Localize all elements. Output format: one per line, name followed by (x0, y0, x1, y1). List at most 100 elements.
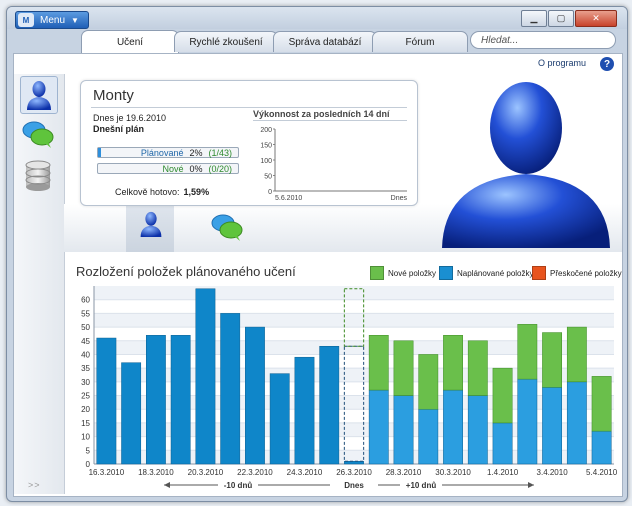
tab-uceni[interactable]: Učení (81, 30, 179, 53)
new-percent: 0% (189, 163, 203, 174)
bar-planned (170, 335, 191, 465)
tab-rychle-zkouseni[interactable]: Rychlé zkoušení (174, 31, 278, 52)
legend-swatch (532, 266, 546, 280)
bar-planned (418, 408, 439, 465)
menu-button[interactable]: M Menu ▼ (15, 11, 89, 29)
chat-bubbles-icon (22, 121, 54, 148)
bar-today-new-outline (343, 288, 365, 347)
total-done-value: 1,59% (183, 187, 210, 197)
main-content: O programu ? (13, 53, 623, 497)
bar-planned (96, 337, 117, 465)
label-backdrop (400, 478, 442, 490)
bar-new (591, 376, 612, 432)
today-plan-label: Dnešní plán (93, 124, 145, 134)
perf-x-start: 5.6.2010 (275, 195, 302, 201)
database-icon (25, 160, 51, 191)
legend-new: Nové položky (370, 266, 436, 280)
bar-new (368, 335, 389, 391)
y-tick-label: 60 (81, 296, 90, 305)
bar-planned (344, 461, 364, 465)
x-tick-label: 26.3.2010 (336, 468, 372, 477)
perf-y-tick: 0 (268, 189, 272, 196)
bar-new (492, 367, 513, 424)
y-tick-label: 30 (81, 378, 90, 387)
perf-x-end: Dnes (391, 195, 408, 201)
future-period-label: +10 dnů (406, 481, 437, 490)
bar-new (517, 324, 538, 380)
bar-new (542, 332, 563, 388)
sidebar-expand-icon[interactable]: >> (28, 480, 41, 490)
new-progress-bar: Nové 0% (0/20) (97, 163, 239, 174)
bar-planned (492, 422, 513, 465)
chat-bubbles-icon (211, 214, 243, 241)
planned-count: (1/43) (208, 147, 232, 158)
bar-new (443, 335, 463, 391)
bar-new (418, 354, 439, 410)
legend-swatch (370, 266, 384, 280)
divider (253, 120, 407, 121)
performance-chart: 200 150 100 50 05.6.2010 Dnes (260, 127, 408, 201)
about-link[interactable]: O programu (537, 58, 586, 68)
close-button[interactable]: ✕ (575, 10, 617, 27)
chevron-down-icon: ▼ (71, 15, 79, 25)
profile-view-button[interactable] (138, 208, 164, 243)
bar-planned (393, 395, 414, 465)
y-tick-label: 55 (81, 309, 90, 318)
bar-planned (121, 362, 142, 465)
help-icon[interactable]: ? (600, 57, 614, 71)
x-tick-label: 30.3.2010 (435, 468, 471, 477)
planned-percent: 2% (189, 147, 203, 158)
bar-planned (269, 373, 290, 465)
app-window: M Menu ▼ ▁ ▢ ✕ Učení Rychlé zkoušení Spr… (6, 6, 628, 502)
label-backdrop (218, 478, 258, 490)
bar-planned (467, 395, 488, 465)
search-input[interactable]: Hledat... (470, 31, 616, 49)
bar-planned (294, 356, 315, 465)
sidebar-item-forum[interactable] (20, 116, 56, 152)
profile-card: Monty Dnes je 19.6.2010 Dnešní plán Plán… (80, 80, 418, 206)
legend-label: Naplánované položky (457, 268, 534, 278)
bar-planned (245, 326, 265, 465)
sidebar-item-profile[interactable] (20, 76, 58, 114)
performance-title: Výkonnost za posledních 14 dní (253, 109, 390, 119)
bar-new (467, 340, 488, 396)
total-done-label: Celkově hotovo: (115, 187, 180, 197)
legend-swatch (439, 266, 453, 280)
tab-bar: Učení Rychlé zkoušení Správa databází Fó… (7, 29, 627, 53)
today-label: Dnes (344, 481, 364, 490)
y-tick-label: 25 (81, 392, 90, 401)
sidebar-item-databases[interactable] (20, 158, 56, 194)
bar-planned (220, 313, 241, 465)
chart-title: Rozložení položek plánovaného učení (76, 264, 296, 279)
legend-planned: Naplánované položky (439, 266, 534, 280)
x-tick-label: 3.4.2010 (537, 468, 569, 477)
x-tick-label: 18.3.2010 (138, 468, 174, 477)
bar-today-planned-outline (343, 345, 365, 462)
bar-planned (368, 389, 389, 465)
menu-label: Menu (40, 14, 66, 26)
forum-view-button[interactable] (210, 212, 244, 245)
minimize-button[interactable]: ▁ (521, 10, 547, 27)
y-tick-label: 15 (81, 419, 90, 428)
legend-label: Přeskočené položky (550, 268, 622, 278)
x-tick-label: 24.3.2010 (287, 468, 323, 477)
x-tick-label: 5.4.2010 (586, 468, 618, 477)
user-icon (140, 211, 162, 237)
bar-planned (566, 381, 587, 465)
legend-skipped: Přeskočené položky (532, 266, 622, 280)
maximize-button[interactable]: ▢ (548, 10, 574, 27)
tab-sprava-databazi[interactable]: Správa databází (273, 31, 377, 52)
tab-forum[interactable]: Fórum (372, 31, 468, 52)
y-tick-label: 0 (86, 460, 91, 469)
y-tick-label: 45 (81, 337, 90, 346)
planned-progress-bar: Plánované 2% (1/43) (97, 147, 239, 158)
arrow-left-icon (164, 482, 170, 488)
y-tick-label: 5 (86, 446, 91, 455)
bar-planned (591, 430, 612, 465)
grid-band (94, 286, 614, 300)
perf-y-tick: 150 (260, 143, 272, 150)
planned-progress-fill (98, 148, 101, 157)
bar-planned (517, 378, 538, 465)
profile-avatar-large (434, 72, 618, 252)
x-tick-label: 1.4.2010 (487, 468, 519, 477)
